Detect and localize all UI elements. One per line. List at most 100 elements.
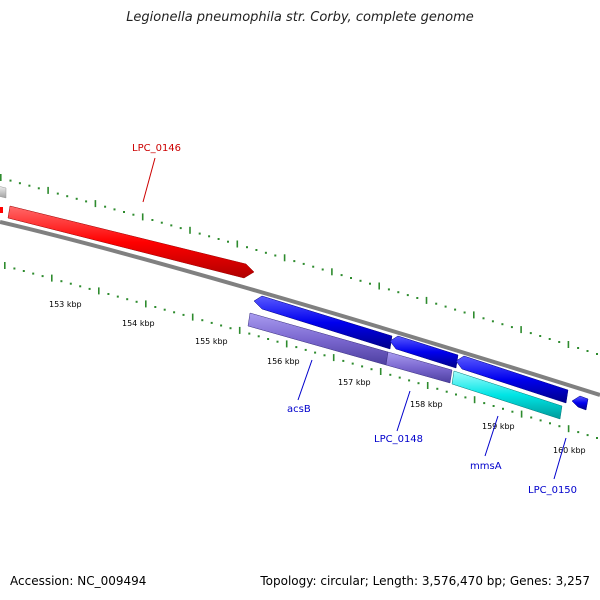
gene-lpc0150-cds xyxy=(571,395,589,411)
ring-minor-dot xyxy=(549,422,551,425)
ring-minor-dot xyxy=(13,267,16,270)
ring-minor-dot xyxy=(464,396,467,399)
ring-minor-dot xyxy=(491,320,494,323)
ring-minor-dot xyxy=(182,313,185,316)
ring-major-tick xyxy=(0,174,2,181)
ring-minor-dot xyxy=(455,393,457,396)
ring-major-tick xyxy=(379,368,382,375)
ring-minor-dot xyxy=(387,288,390,291)
ring-minor-dot xyxy=(37,187,40,190)
ring-minor-dot xyxy=(255,249,258,251)
tick-label-160: 160 kbp xyxy=(553,446,586,455)
ring-minor-dot xyxy=(558,425,561,428)
ring-minor-dot xyxy=(340,274,343,277)
ring-minor-dot xyxy=(22,270,25,272)
ring-minor-dot xyxy=(406,294,409,297)
ring-major-tick xyxy=(426,382,429,389)
tick-label-153: 153 kbp xyxy=(49,300,82,309)
ring-minor-dot xyxy=(596,437,598,439)
ring-minor-dot xyxy=(577,431,580,434)
ring-minor-dot xyxy=(435,302,438,305)
ring-major-tick xyxy=(236,240,239,248)
gene-lpc0148-feature xyxy=(385,351,453,384)
ring-minor-dot xyxy=(173,311,176,314)
ring-minor-dot xyxy=(323,354,326,357)
ring-major-tick xyxy=(332,354,335,362)
gene-mmsA-cds xyxy=(455,355,569,404)
ring-minor-dot xyxy=(113,208,116,211)
ring-major-tick xyxy=(567,425,570,433)
ring-minor-dot xyxy=(248,332,251,335)
ring-major-tick xyxy=(145,300,147,308)
ring-minor-dot xyxy=(398,376,401,379)
ring-minor-dot xyxy=(18,182,21,185)
label-lpc0148: LPC_0148 xyxy=(374,434,423,445)
ring-major-tick xyxy=(473,311,475,319)
ring-minor-dot xyxy=(511,410,514,413)
ring-major-tick xyxy=(141,213,144,221)
ring-minor-dot xyxy=(32,272,35,275)
ring-major-tick xyxy=(425,296,428,304)
genome-backbone xyxy=(0,220,600,397)
ring-minor-dot xyxy=(85,200,88,203)
red-marker xyxy=(0,207,3,213)
ring-minor-dot xyxy=(217,238,220,240)
ring-minor-dot xyxy=(295,346,298,349)
ring-minor-dot xyxy=(539,335,542,337)
gene-acsB-cds xyxy=(253,295,393,350)
ring-minor-dot xyxy=(416,297,419,299)
ring-minor-dot xyxy=(179,227,182,230)
tick-label-154: 154 kbp xyxy=(122,319,155,328)
ring-minor-dot xyxy=(28,184,31,187)
leader-lpc0148 xyxy=(396,390,411,432)
ring-minor-dot xyxy=(132,213,135,216)
gene-lpc0148-cds xyxy=(389,335,459,369)
ring-minor-dot xyxy=(389,373,392,376)
ring-minor-dot xyxy=(201,319,204,322)
ring-major-tick xyxy=(378,282,380,290)
tick-label-157: 157 kbp xyxy=(338,378,371,387)
ring-major-tick xyxy=(189,226,191,234)
ring-major-tick xyxy=(473,396,476,404)
ring-minor-dot xyxy=(208,235,211,238)
leader-lpc0150 xyxy=(553,437,567,480)
ring-minor-dot xyxy=(408,379,411,382)
ring-minor-dot xyxy=(104,205,107,208)
ring-minor-dot xyxy=(351,362,354,365)
ring-minor-dot xyxy=(444,305,447,308)
ring-minor-dot xyxy=(56,192,59,195)
ring-minor-dot xyxy=(229,327,232,330)
ring-minor-dot xyxy=(88,287,91,290)
topology-summary: Topology: circular; Length: 3,576,470 bp… xyxy=(260,574,590,588)
ring-minor-dot xyxy=(350,277,352,279)
ring-minor-dot xyxy=(276,340,279,343)
ring-major-tick xyxy=(94,200,97,208)
ring-minor-dot xyxy=(75,197,78,200)
ring-major-tick xyxy=(285,340,288,348)
label-lpc0150: LPC_0150 xyxy=(528,485,577,496)
ring-minor-dot xyxy=(397,291,400,294)
ring-minor-dot xyxy=(502,407,504,410)
ring-major-tick xyxy=(331,268,333,276)
ring-minor-dot xyxy=(163,308,166,311)
ring-minor-dot xyxy=(293,260,296,263)
ring-major-tick xyxy=(520,410,523,418)
ring-minor-dot xyxy=(274,254,277,257)
leader-mmsA xyxy=(484,415,499,457)
ring-minor-dot xyxy=(116,295,119,298)
ring-minor-dot xyxy=(369,282,371,285)
ring-minor-dot xyxy=(135,300,138,303)
ring-minor-dot xyxy=(198,232,201,235)
ring-minor-dot xyxy=(586,434,589,437)
label-acsB: acsB xyxy=(287,404,311,415)
ring-minor-dot xyxy=(501,323,504,326)
tick-labels: 153 kbp 154 kbp 155 kbp 156 kbp 157 kbp … xyxy=(49,300,586,455)
ring-minor-dot xyxy=(210,321,213,324)
ring-minor-dot xyxy=(577,347,580,349)
ring-major-tick xyxy=(4,262,6,269)
ring-minor-dot xyxy=(151,219,154,221)
tick-label-159: 159 kbp xyxy=(482,422,515,431)
ring-minor-dot xyxy=(267,338,270,340)
ring-major-tick xyxy=(520,326,522,334)
